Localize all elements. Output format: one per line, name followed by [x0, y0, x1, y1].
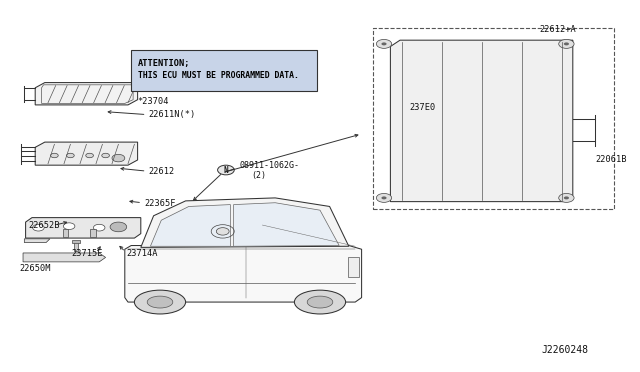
- Circle shape: [381, 42, 387, 45]
- Text: ATTENTION;: ATTENTION;: [138, 60, 190, 68]
- Polygon shape: [125, 246, 362, 302]
- Text: 23715E: 23715E: [72, 249, 103, 258]
- Polygon shape: [35, 83, 138, 105]
- Circle shape: [376, 193, 392, 202]
- Circle shape: [63, 223, 75, 230]
- Circle shape: [51, 153, 58, 158]
- Ellipse shape: [294, 290, 346, 314]
- Bar: [131, 50, 317, 91]
- Text: 237E0: 237E0: [410, 103, 436, 112]
- Polygon shape: [390, 40, 573, 202]
- Text: 22365F: 22365F: [144, 199, 175, 208]
- Circle shape: [110, 222, 127, 232]
- Ellipse shape: [134, 290, 186, 314]
- Circle shape: [218, 165, 234, 175]
- Circle shape: [559, 193, 574, 202]
- Circle shape: [559, 39, 574, 48]
- Circle shape: [216, 228, 229, 235]
- Circle shape: [564, 196, 569, 199]
- Text: N: N: [223, 166, 228, 174]
- Circle shape: [102, 153, 109, 158]
- Polygon shape: [35, 142, 138, 165]
- Ellipse shape: [307, 296, 333, 308]
- Text: 22061B: 22061B: [595, 155, 627, 164]
- Text: *23704: *23704: [138, 97, 169, 106]
- Text: J2260248: J2260248: [542, 346, 589, 355]
- Circle shape: [381, 196, 387, 199]
- Text: THIS ECU MUST BE PROGRAMMED DATA.: THIS ECU MUST BE PROGRAMMED DATA.: [138, 71, 298, 80]
- Bar: [72, 240, 80, 243]
- Ellipse shape: [147, 296, 173, 308]
- Polygon shape: [150, 205, 230, 246]
- Bar: [348, 257, 359, 277]
- Polygon shape: [234, 203, 339, 246]
- Bar: [63, 229, 68, 237]
- Circle shape: [67, 153, 74, 158]
- Text: 22612: 22612: [148, 167, 175, 176]
- Text: 23714A: 23714A: [127, 249, 158, 258]
- Polygon shape: [26, 218, 141, 238]
- Circle shape: [564, 42, 569, 45]
- Text: 22612+A: 22612+A: [539, 25, 575, 34]
- Polygon shape: [141, 198, 349, 247]
- Circle shape: [112, 154, 125, 162]
- Text: 22652B: 22652B: [28, 221, 60, 230]
- Circle shape: [93, 224, 105, 231]
- Circle shape: [86, 153, 93, 158]
- Text: 22611N(*): 22611N(*): [148, 110, 196, 119]
- Polygon shape: [23, 253, 106, 262]
- Text: (2): (2): [251, 171, 266, 180]
- Bar: [90, 229, 96, 237]
- Bar: [74, 241, 78, 251]
- Text: 08911-1062G-: 08911-1062G-: [239, 161, 300, 170]
- Polygon shape: [24, 239, 50, 243]
- Circle shape: [33, 224, 44, 231]
- Text: 22650M: 22650M: [19, 264, 51, 273]
- Circle shape: [376, 39, 392, 48]
